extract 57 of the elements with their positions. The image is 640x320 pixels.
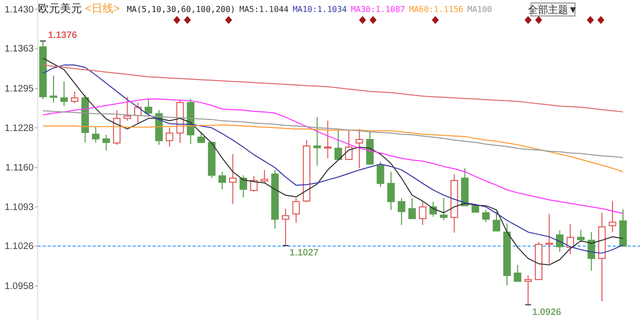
text: MA10:1.1034 [292, 4, 347, 14]
candlestick [545, 213, 553, 264]
legend-title: MA(5,10,30,60,100,200) [126, 4, 236, 14]
candlestick [376, 161, 384, 188]
candlestick [418, 201, 426, 226]
annotation: 1.1027 [290, 248, 319, 259]
candlestick [60, 80, 68, 107]
candlestick [260, 169, 268, 184]
candlestick [514, 264, 522, 282]
candlestick [577, 229, 585, 243]
candlestick [250, 175, 258, 192]
text: MA100 [467, 4, 492, 14]
candlestick [356, 128, 364, 169]
candlestick [50, 75, 58, 104]
y-tick-label: 1.1430 [4, 4, 34, 16]
text: MA5:1.1044 [239, 4, 289, 14]
candlestick [408, 198, 416, 220]
chart-subtitle: <日线> [85, 2, 120, 15]
annotation: 1.0926 [532, 306, 562, 318]
candlestick [197, 131, 205, 143]
y-tick-label: 1.1026 [4, 241, 34, 252]
line-series [42, 64, 624, 112]
candlestick [70, 90, 78, 104]
candlestick [313, 116, 321, 166]
text: MA60:1.1156 [409, 4, 464, 14]
candlestick [334, 130, 342, 160]
line-series [42, 124, 624, 172]
candlestick [92, 126, 100, 143]
candlestick [166, 127, 174, 148]
candlestick [608, 200, 616, 233]
y-tick-label: 1.1228 [4, 122, 34, 134]
y-tick-label: 1.1093 [4, 202, 34, 213]
candlestick [387, 171, 395, 210]
candlestick [240, 174, 248, 198]
candlestick [102, 134, 110, 152]
y-tick-label: 1.1363 [4, 44, 34, 55]
candlestick [492, 211, 500, 232]
candlestick [440, 198, 448, 221]
text: MA30:1.1087 [350, 4, 406, 14]
candlestick [292, 198, 300, 224]
candlestick [398, 198, 406, 226]
candlestick [229, 154, 237, 204]
candlestick [524, 274, 532, 306]
candlestick [124, 96, 132, 122]
annotation: 1.1376 [48, 30, 78, 42]
candlestick [218, 171, 226, 190]
chart-title: 欧元美元 [38, 2, 82, 15]
y-tick-label: 1.0958 [4, 281, 34, 292]
candlestick [282, 208, 290, 246]
y-tick-label: 1.1160 [5, 162, 34, 174]
candlestick [345, 130, 353, 160]
candlestick [482, 209, 490, 223]
annotation: 全部主题▼ [528, 4, 578, 16]
candlestick [144, 98, 152, 116]
candlestick [324, 120, 332, 159]
y-tick-label: 1.1295 [4, 84, 34, 94]
line-series [42, 98, 624, 214]
